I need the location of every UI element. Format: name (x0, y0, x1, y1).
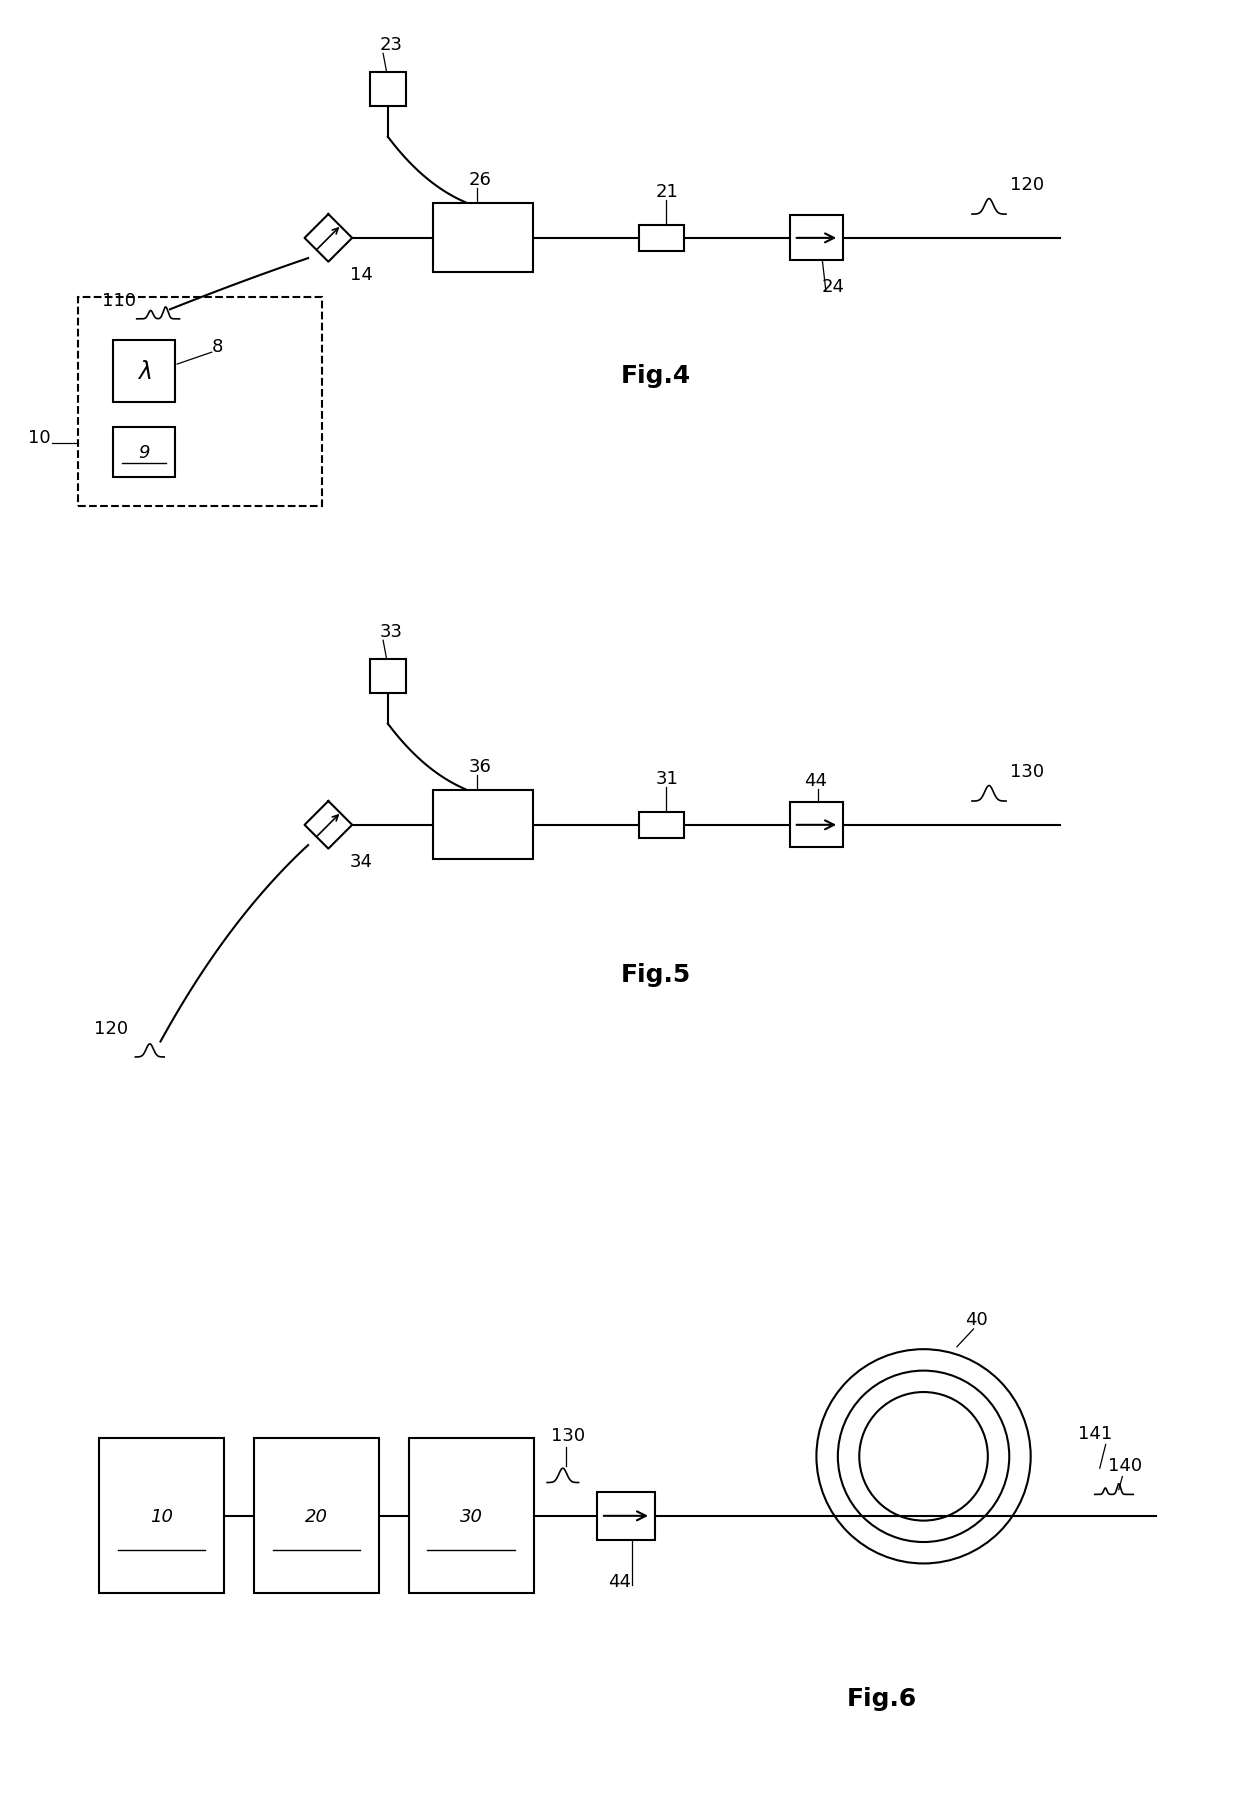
Text: 140: 140 (1109, 1457, 1142, 1475)
Text: $\lambda$: $\lambda$ (136, 359, 151, 384)
Text: 31: 31 (656, 769, 678, 787)
Text: 24: 24 (821, 278, 844, 296)
Bar (78, 298, 322, 507)
Bar (99, 1439, 224, 1594)
Text: 130: 130 (1011, 762, 1044, 780)
Bar (113, 341, 175, 403)
Text: 40: 40 (965, 1310, 988, 1328)
Bar (433, 791, 533, 859)
Bar (639, 812, 684, 839)
Bar (598, 1493, 655, 1540)
Polygon shape (305, 215, 352, 262)
Text: 130: 130 (551, 1426, 585, 1444)
Text: Fig.6: Fig.6 (847, 1686, 918, 1709)
Text: 10: 10 (150, 1507, 174, 1525)
Text: 36: 36 (469, 758, 492, 776)
Text: 26: 26 (469, 171, 492, 190)
Text: 44: 44 (609, 1572, 631, 1590)
Text: 34: 34 (350, 852, 373, 870)
Text: 110: 110 (102, 292, 136, 310)
Text: 14: 14 (350, 265, 373, 283)
Bar (113, 428, 175, 478)
Bar (639, 226, 684, 253)
Bar (790, 217, 843, 262)
Text: Fig.5: Fig.5 (620, 962, 691, 986)
Bar (254, 1439, 379, 1594)
Text: 9: 9 (138, 444, 150, 462)
Bar (370, 661, 405, 693)
Text: 10: 10 (29, 430, 51, 448)
Text: 21: 21 (656, 182, 678, 200)
Text: 8: 8 (212, 338, 223, 356)
Text: 30: 30 (460, 1507, 482, 1525)
Text: 120: 120 (1011, 175, 1044, 193)
Bar (790, 803, 843, 848)
Text: 23: 23 (379, 36, 403, 54)
Text: 120: 120 (94, 1020, 128, 1038)
Text: 141: 141 (1079, 1424, 1112, 1442)
Polygon shape (305, 801, 352, 848)
Bar (409, 1439, 533, 1594)
Bar (370, 74, 405, 106)
Text: 44: 44 (805, 773, 827, 789)
Text: Fig.4: Fig.4 (620, 363, 691, 388)
Text: 20: 20 (305, 1507, 327, 1525)
Bar (433, 204, 533, 273)
Text: 33: 33 (379, 623, 403, 641)
